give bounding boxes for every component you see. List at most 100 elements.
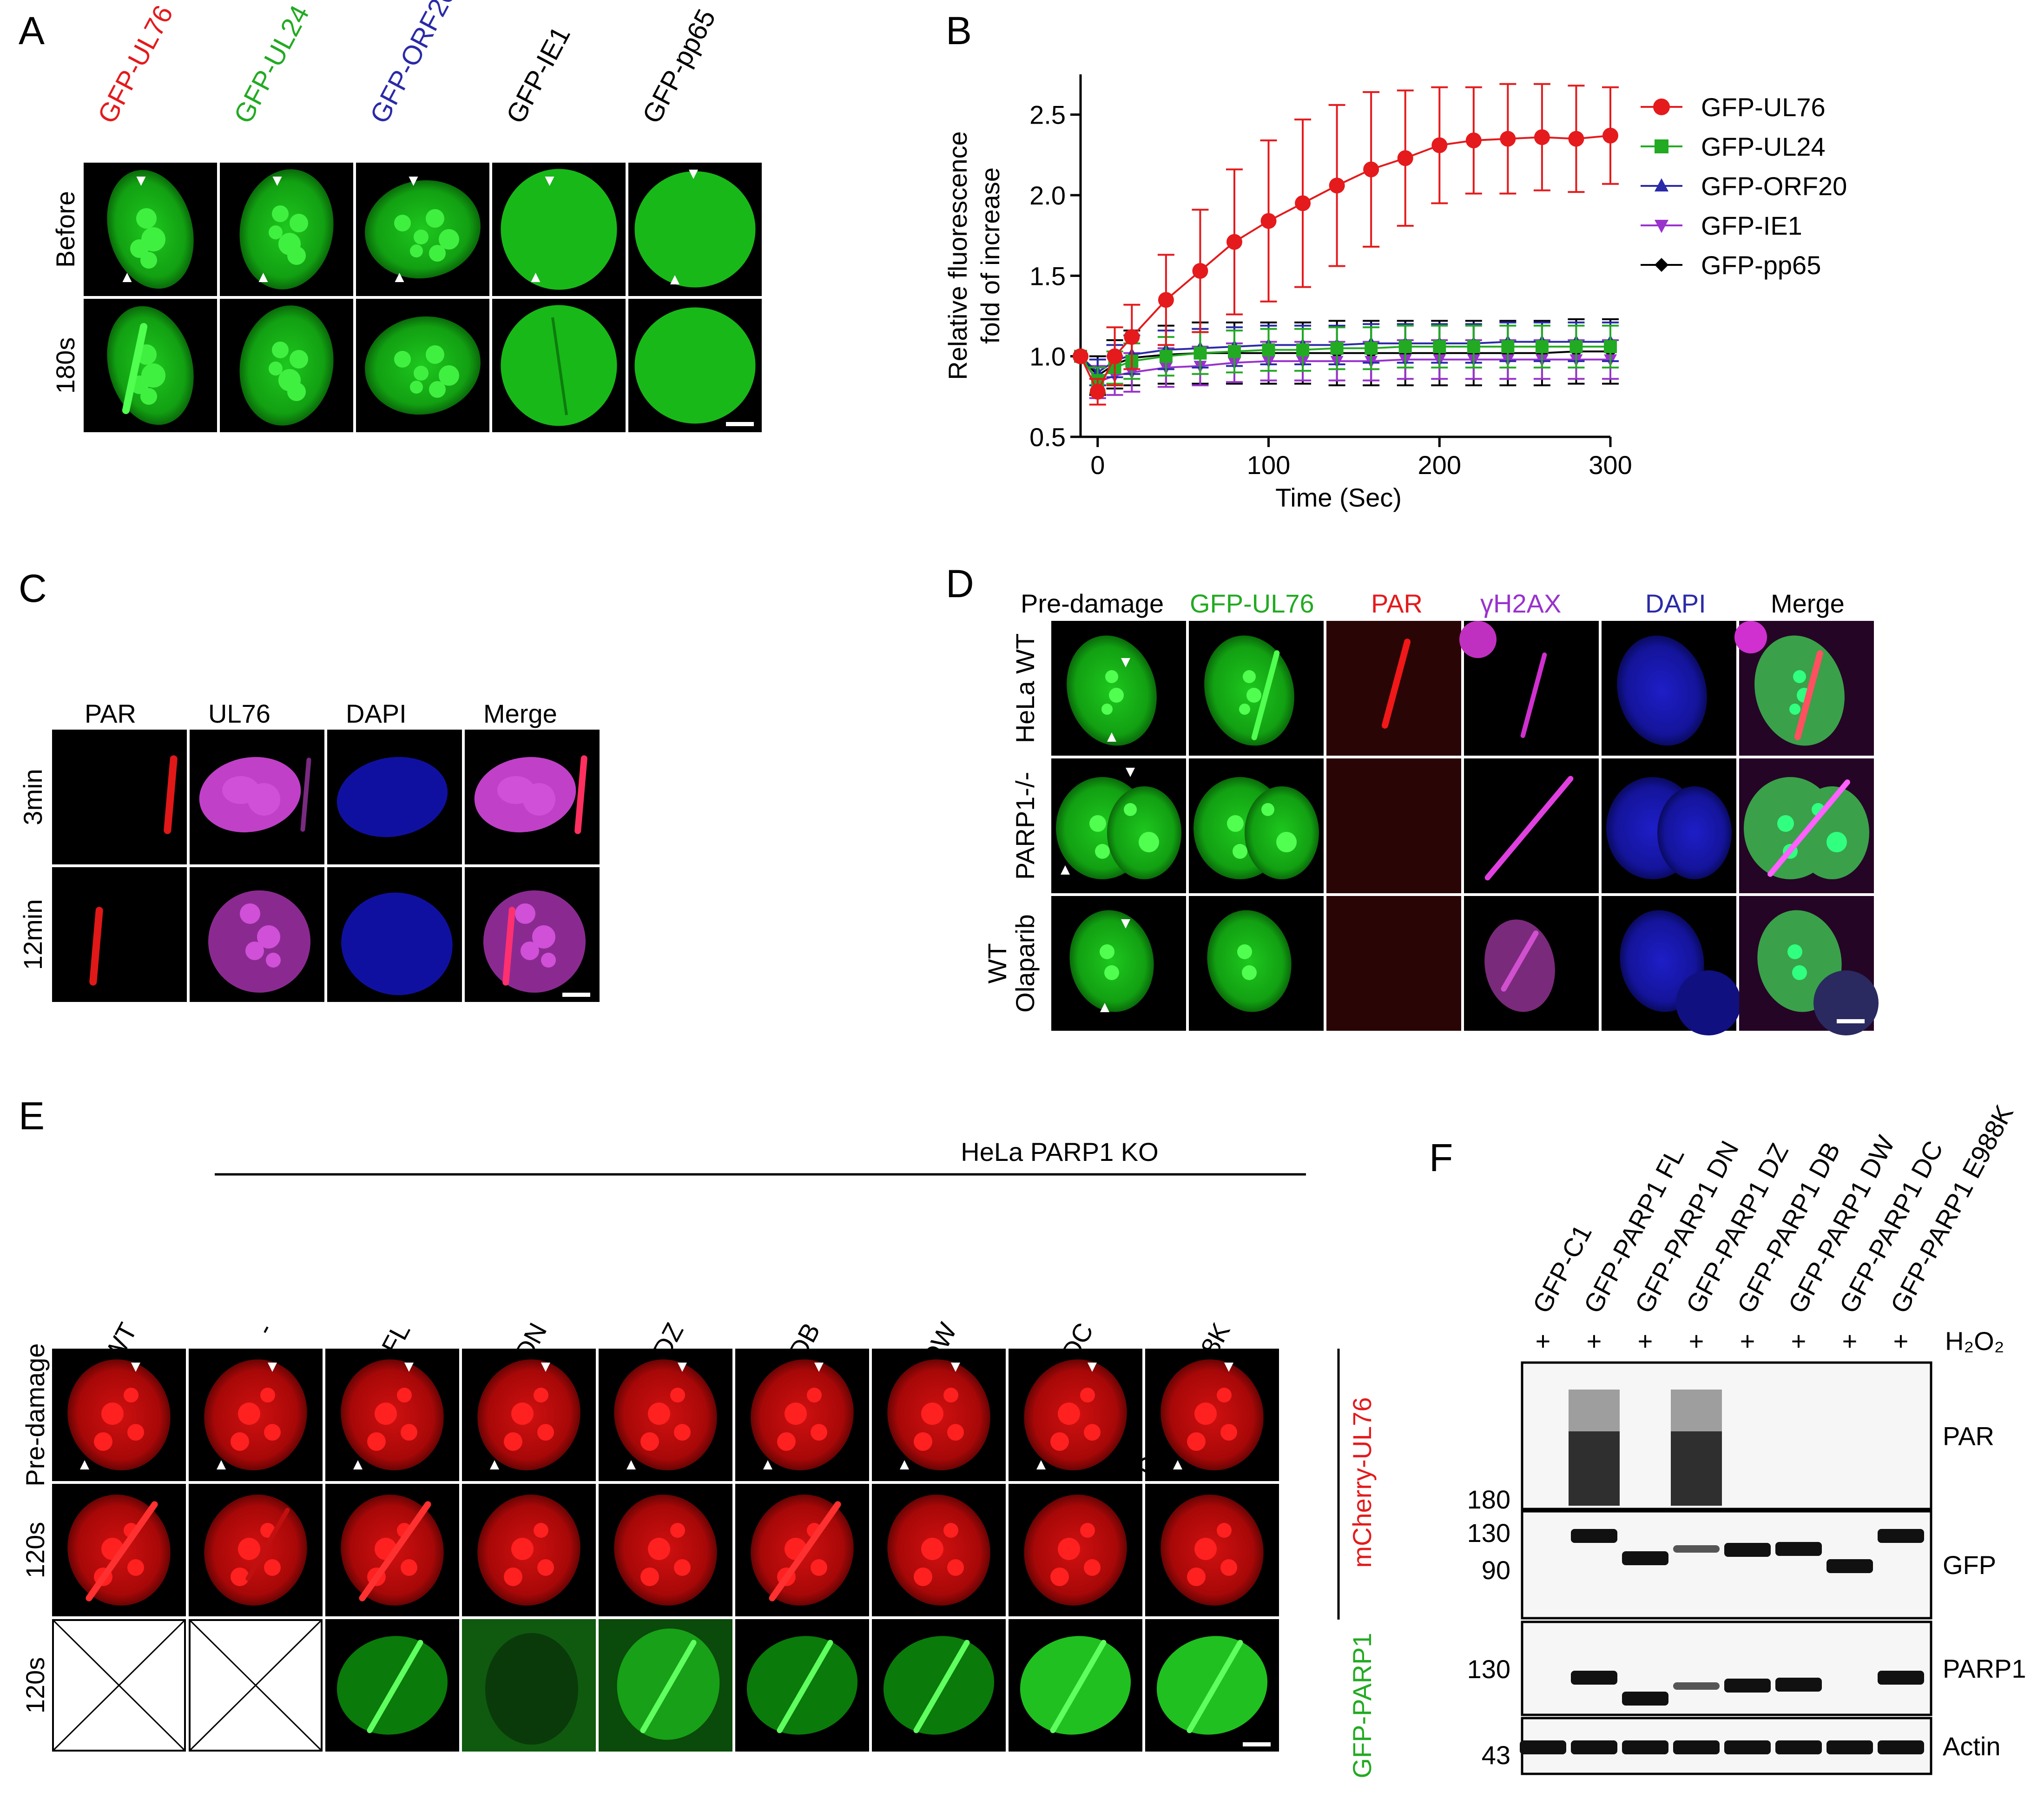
micrograph-tile [189,1349,323,1481]
laser-stripe [86,1501,158,1601]
nuclear-focus [429,381,446,398]
data-point [1193,346,1207,360]
actin-band [1878,1740,1924,1754]
row-label: 120s [20,1522,50,1578]
gfp-band [1571,1529,1617,1543]
laser-stripe [1520,652,1547,738]
arrowhead-marker [1121,658,1130,667]
laser-stripe [1767,779,1850,877]
micrograph-tile [1602,621,1736,756]
nuclear-focus [1124,803,1137,816]
arrowhead-marker [490,1460,499,1469]
nuclear-focus [1080,1523,1095,1538]
parp1-band [1878,1671,1924,1685]
arrowhead-marker [689,170,698,179]
column-label: DAPI [346,699,407,728]
nuclear-focus [290,214,308,232]
data-point [1500,131,1516,147]
laser-stripe [574,755,587,834]
micrograph-tile [327,867,462,1002]
x-tick-label: 0 [1090,450,1105,480]
nuclear-focus [914,1432,932,1451]
nuclear-focus [124,1388,138,1403]
nucleus [341,892,453,995]
nuclear-focus [943,1523,958,1538]
nucleus [1156,1636,1268,1735]
data-point [1655,258,1668,272]
micrograph-tile [872,1619,1006,1752]
arrowhead-marker [1173,1460,1182,1469]
nuclear-focus [401,1424,417,1441]
micrograph-tile [599,1349,732,1481]
micrograph-tile [1739,896,1879,1035]
nuclear-focus [1787,944,1802,959]
arrowhead-marker [258,273,268,282]
panel-letter-f: F [1429,1136,1453,1179]
gfp-band [1724,1543,1771,1557]
nuclear-focus [257,925,280,949]
nuclear-focus [414,366,429,381]
nuclear-focus [101,1403,124,1425]
data-point [1227,345,1241,358]
data-point [1397,150,1413,166]
background-signal [1326,758,1461,893]
nuclear-focus [439,229,459,250]
actin-band [1520,1740,1566,1754]
column-label: UL76 [208,699,270,728]
column-label: Pre-damage [1021,589,1164,618]
data-point [1107,348,1123,364]
laser-stripe [1794,650,1824,740]
x-tick-label: 300 [1589,450,1632,480]
column-label: DAPI [1645,589,1706,618]
y-tick-label: 0.5 [1029,422,1066,452]
arrowhead-marker [131,1363,140,1372]
row-label: Before [51,191,80,268]
nuclear-focus [1095,844,1110,859]
side-label: mCherry-UL76 [1347,1397,1377,1568]
nucleus [1207,910,1292,1012]
data-point [1363,161,1379,178]
treatment-mark: + [1587,1326,1602,1356]
nucleus [1107,786,1181,879]
nucleus [336,757,448,837]
micrograph-tile [1009,1349,1142,1481]
laser-stripe [367,1640,423,1733]
cross-line [52,1619,186,1752]
data-point [1655,139,1668,153]
nucleus [1069,910,1154,1012]
laser-stripe [164,755,178,834]
micrograph-tile [628,299,762,432]
nuclear-focus [807,1388,822,1403]
nuclear-focus [1792,965,1807,980]
data-point [1568,131,1584,147]
nuclear-focus [511,1538,534,1560]
row-label: 120s [20,1657,50,1713]
nuclear-focus [287,246,306,265]
stripe-exclusion [551,317,568,415]
group-label: HeLa PARP1 KO [961,1137,1158,1166]
legend-entry: GFP-IE1 [1641,211,1802,240]
nuclear-focus [1239,704,1250,715]
data-point [1501,340,1515,353]
nuclear-focus [290,350,308,369]
nucleus [365,180,481,279]
nucleus [1459,621,1497,658]
nuclear-focus [1217,1388,1232,1403]
nuclear-focus [414,230,429,244]
laser-stripe [1484,776,1574,881]
panel-letter-a: A [19,9,45,53]
laser-stripe [89,907,103,986]
blot-frame [1521,1621,1932,1716]
column-label: PAR [85,699,136,728]
nuclear-focus [272,205,289,222]
panel-letter-d: D [946,562,974,606]
nuclear-focus [537,1424,554,1441]
micrograph-tile [1051,621,1186,756]
actin-band [1826,1740,1873,1754]
arrowhead-marker [545,177,554,186]
nuclear-focus [1233,844,1247,859]
x-tick-label: 200 [1418,450,1461,480]
arrowhead-marker [1036,1460,1046,1469]
micrograph-tile [735,1484,869,1616]
